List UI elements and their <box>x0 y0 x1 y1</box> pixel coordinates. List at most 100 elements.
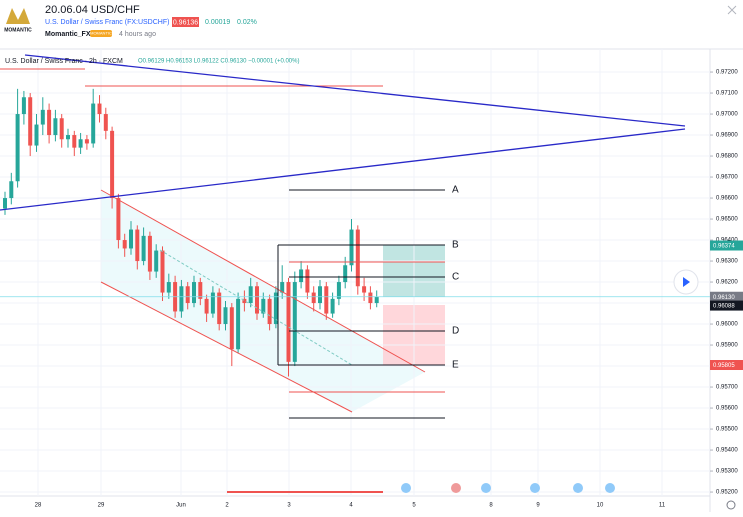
event-icon[interactable] <box>530 483 540 493</box>
candle-body <box>110 130 115 199</box>
candle-body <box>292 282 297 362</box>
candle-body <box>305 269 310 293</box>
candle-body <box>147 235 152 272</box>
candle-body <box>210 292 215 314</box>
author-badge <box>90 30 112 37</box>
logo: MOMANTIC <box>4 8 32 33</box>
price-badge-label: 0.96088 <box>713 304 735 310</box>
change: 0.00019 <box>205 19 230 26</box>
level-label: B <box>452 240 459 251</box>
candle-body <box>160 250 165 293</box>
candle-body <box>318 286 322 304</box>
candle-body <box>286 282 291 362</box>
level-label: D <box>452 326 459 337</box>
candle-body <box>273 292 278 325</box>
candle-body <box>135 229 140 262</box>
close-button[interactable] <box>727 5 737 15</box>
candle-body <box>185 286 190 304</box>
event-icon[interactable] <box>573 483 583 493</box>
settings-icon[interactable] <box>726 500 736 510</box>
candle-body <box>15 114 20 182</box>
event-icon[interactable] <box>401 483 411 493</box>
y-tick-label: 0.95500 <box>716 427 738 433</box>
candle-body <box>223 307 228 325</box>
event-icon[interactable] <box>451 483 461 493</box>
candle-body <box>349 229 354 266</box>
candle-body <box>3 198 7 209</box>
y-tick-label: 0.95200 <box>716 490 738 496</box>
channel-mid <box>159 249 353 366</box>
x-tick-label: 11 <box>659 503 666 509</box>
y-tick-label: 0.95400 <box>716 448 738 454</box>
y-tick-label: 0.96200 <box>716 280 738 286</box>
candle-body <box>192 282 196 304</box>
candle-body <box>198 282 203 299</box>
candle-body <box>103 114 108 131</box>
candle-body <box>66 135 70 140</box>
x-tick-label: 10 <box>597 503 604 509</box>
candle-body <box>299 269 304 283</box>
level-label: E <box>452 360 459 371</box>
logo-text: MOMANTIC <box>4 27 32 33</box>
x-tick-label: Jun <box>176 503 186 509</box>
channel-line <box>100 281 353 413</box>
candles <box>3 88 379 377</box>
candle-body <box>40 109 45 125</box>
x-tick-label: 8 <box>489 503 493 509</box>
candle-body <box>122 240 127 249</box>
price-badge-label: 0.95805 <box>713 363 735 369</box>
x-tick-label: 4 <box>349 503 353 509</box>
symbol-link[interactable]: U.S. Dollar / Swiss Franc (FX:USDCHF) <box>45 19 169 26</box>
author[interactable]: Momantic_FX <box>45 31 91 38</box>
level-label: A <box>452 185 459 196</box>
candle-body <box>248 286 253 304</box>
candle-body <box>217 292 222 325</box>
channel-line <box>100 189 426 373</box>
price-badge-label: 0.96374 <box>713 244 735 250</box>
price-badge <box>710 360 743 371</box>
candle-body <box>236 298 241 350</box>
idea-title: 20.06.04 USD/CHF <box>45 4 140 16</box>
candle-body <box>141 235 146 262</box>
candle-body <box>204 298 209 314</box>
price-badge <box>710 300 743 311</box>
candle-body <box>28 97 33 146</box>
candle-body <box>343 265 348 283</box>
candle-body <box>34 124 39 146</box>
candle-body <box>255 286 259 314</box>
candle-body <box>9 181 14 199</box>
candle-body <box>21 97 26 115</box>
y-tick-label: 0.96600 <box>716 196 738 202</box>
price-badge-label: 0.96130 <box>713 295 735 301</box>
candle-body <box>59 118 64 140</box>
author-badge-text: MOMANTIC <box>90 31 112 36</box>
y-tick-label: 0.95600 <box>716 406 738 412</box>
x-tick-label: 3 <box>287 503 291 509</box>
y-tick-label: 0.95700 <box>716 385 738 391</box>
price: 0.96136 <box>173 19 198 26</box>
y-tick-label: 0.96800 <box>716 154 738 160</box>
play-icon <box>683 277 690 287</box>
y-tick-label: 0.96900 <box>716 133 738 139</box>
candle-body <box>368 292 373 304</box>
candle-body <box>229 307 234 350</box>
candle-body <box>280 282 285 293</box>
y-tick-label: 0.97000 <box>716 112 738 118</box>
candle-body <box>267 298 272 325</box>
event-icon[interactable] <box>481 483 491 493</box>
candle-body <box>116 198 121 241</box>
candle-body <box>72 135 77 148</box>
event-icon[interactable] <box>605 483 615 493</box>
price-badge <box>172 17 199 27</box>
y-tick-label: 0.96000 <box>716 322 738 328</box>
legend-ohlc: O0.96129 H0.96153 L0.96122 C0.96130 −0.0… <box>138 59 299 65</box>
x-tick-label: 2 <box>225 503 229 509</box>
candle-body <box>311 292 316 304</box>
level-label: C <box>452 272 459 283</box>
y-tick-label: 0.97200 <box>716 70 738 76</box>
y-tick-label: 0.97100 <box>716 91 738 97</box>
candle-body <box>355 229 360 287</box>
x-tick-label: 5 <box>412 503 416 509</box>
y-tick-label: 0.95900 <box>716 343 738 349</box>
